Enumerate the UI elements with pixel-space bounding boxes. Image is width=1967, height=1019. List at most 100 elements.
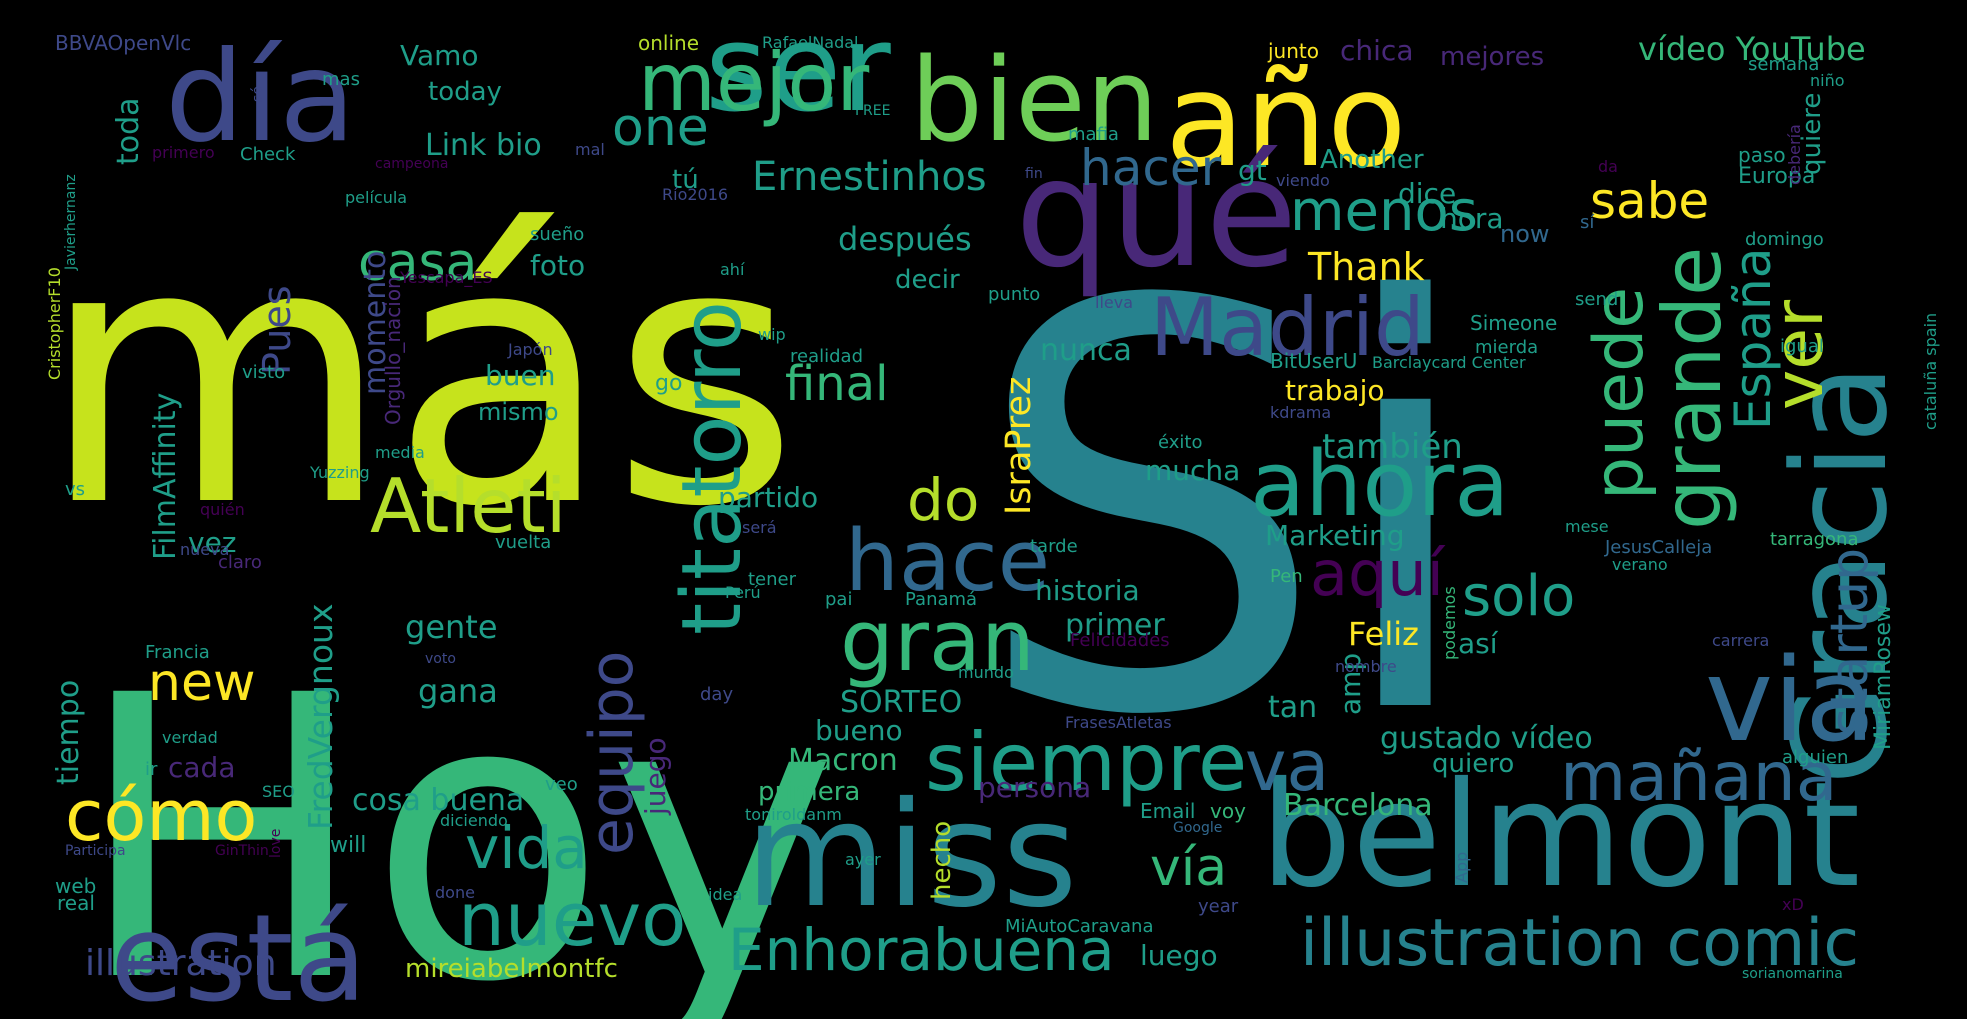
cloud-word: media [375, 443, 425, 462]
cloud-word: wip [758, 325, 786, 344]
cloud-word: Javierhernanz [63, 174, 79, 271]
cloud-word: diciendo [440, 811, 508, 830]
cloud-word: primero [152, 143, 215, 162]
cloud-word: vídeo YouTube [1638, 30, 1866, 68]
cloud-word: tan [1268, 690, 1317, 725]
cloud-word: FrasesAtletas [1065, 713, 1172, 732]
cloud-word: now [1500, 220, 1550, 248]
cloud-word: send [1575, 289, 1618, 310]
cloud-word: mucha [1145, 454, 1240, 487]
cloud-word: sabe [1590, 172, 1709, 230]
cloud-word: Vamo [400, 39, 479, 72]
cloud-word: realidad [790, 346, 863, 367]
cloud-word: BBVAOpenVlc [55, 31, 191, 55]
cloud-word: día [165, 25, 356, 170]
cloud-word: Marketing [1265, 519, 1405, 552]
cloud-word: así [1458, 627, 1499, 660]
cloud-word: también [1322, 427, 1463, 467]
cloud-word: belmont [1260, 751, 1860, 920]
cloud-word: startup [1820, 548, 1880, 735]
cloud-word: nueva [180, 540, 229, 559]
cloud-word: sueño [530, 224, 584, 245]
cloud-word: Email [1140, 799, 1196, 823]
cloud-word: Orgullo_nacion [381, 276, 405, 425]
cloud-word: Si [972, 186, 1483, 838]
cloud-word: igual [1780, 336, 1824, 357]
cloud-word: voy [1210, 799, 1246, 823]
cloud-word: España [1724, 248, 1782, 430]
cloud-word: Barclaycard Center [1372, 353, 1526, 372]
cloud-word: SEO [262, 782, 295, 801]
cloud-word: Yescapa_ES [399, 268, 493, 288]
cloud-word: Pen [1270, 566, 1303, 587]
cloud-word: visto [242, 362, 285, 383]
cloud-word: will [330, 833, 366, 858]
cloud-word: go [655, 371, 682, 396]
cloud-word: quién [200, 500, 245, 519]
cloud-word: GinThin [215, 843, 269, 859]
cloud-word: year [1198, 896, 1239, 917]
cloud-word: kdrama [1270, 403, 1331, 422]
cloud-word: Participa [65, 843, 126, 859]
cloud-word: titatorro [665, 301, 760, 635]
cloud-word: verano [1612, 555, 1668, 574]
cloud-word: Japón [507, 340, 553, 359]
cloud-word: ir [145, 759, 158, 780]
cloud-word: Felicidades [1070, 630, 1170, 651]
cloud-word: ser [705, 0, 891, 139]
cloud-word: BitUserU [1270, 349, 1357, 373]
cloud-word: va [1245, 725, 1329, 807]
cloud-word: via [1705, 634, 1875, 768]
cloud-word: illustration comic [1300, 906, 1859, 981]
cloud-word: alguien [1782, 747, 1848, 768]
cloud-word: mundo [958, 663, 1014, 682]
cloud-word: Madrid [1150, 281, 1425, 374]
cloud-word: nunca [1040, 333, 1132, 368]
cloud-word: equipo [577, 651, 647, 856]
cloud-word: CristopherF10 [45, 267, 64, 380]
cloud-word: viendo [1276, 171, 1330, 190]
cloud-word: tener [748, 569, 797, 590]
cloud-word: Pues [255, 285, 299, 375]
cloud-word: qué [1015, 127, 1298, 301]
cloud-word: luego [1140, 939, 1218, 972]
cloud-word: IsraPrez [999, 377, 1039, 515]
cloud-word: persona [978, 771, 1091, 804]
cloud-word: junto [1267, 39, 1319, 63]
cloud-word: mañana [1560, 738, 1837, 817]
cloud-word: domingo [1745, 229, 1824, 250]
cloud-word: Barcelona [1283, 788, 1433, 823]
cloud-word: JesusCalleja [1604, 537, 1712, 558]
cloud-word: primera [758, 777, 860, 807]
cloud-word: carrera [1712, 631, 1769, 650]
cloud-word: Perú [725, 583, 761, 602]
cloud-word: hace [845, 512, 1050, 611]
cloud-word: FilmAffinity [148, 393, 183, 560]
cloud-word: SORTEO [840, 685, 962, 720]
cloud-word: MiriamRosew [1871, 604, 1896, 750]
cloud-word: tiempo [51, 680, 86, 785]
cloud-word: tarde [1030, 536, 1078, 557]
cloud-word: chica [1340, 34, 1413, 67]
cloud-word: semana [1748, 54, 1819, 75]
cloud-word: mejores [1440, 42, 1544, 72]
cloud-word: mafia [1068, 124, 1119, 145]
cloud-word: gran [840, 592, 1035, 691]
cloud-word: Ernestinhos [752, 154, 987, 200]
cloud-word: vez [188, 526, 237, 559]
cloud-word: más [40, 166, 799, 585]
cloud-word: toniroldanm [745, 805, 842, 824]
cloud-word: hora [1440, 202, 1504, 235]
cloud-word: mismo [478, 398, 559, 426]
cloud-word: momento [358, 251, 393, 395]
cloud-word: illustration [85, 943, 277, 984]
cloud-word: lleva [1095, 293, 1133, 312]
cloud-word: paso [1738, 143, 1786, 167]
cloud-word: RafaelNadal [762, 33, 858, 52]
cloud-word: cataluña spain [1921, 313, 1940, 430]
cloud-word: claro [218, 552, 262, 573]
cloud-word: Atleti [370, 462, 567, 550]
cloud-word: idea [708, 885, 742, 904]
cloud-word: FredVergnoux [301, 604, 340, 830]
